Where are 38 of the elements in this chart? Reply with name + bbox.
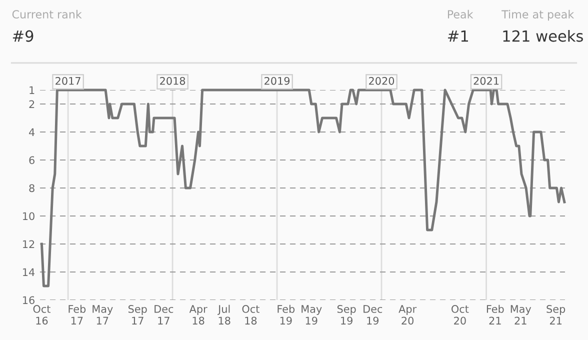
text: #9 xyxy=(12,30,34,42)
x-tick-label: Sep 17 xyxy=(128,305,147,324)
x-tick-label: May 17 xyxy=(92,305,113,324)
y-tick-label: 16 xyxy=(23,296,34,304)
x-tick-label: Dec 17 xyxy=(154,305,174,324)
x-tick-label: Apr 18 xyxy=(189,305,208,325)
x-tick-label: Feb 17 xyxy=(68,304,86,324)
y-tick-label: 12 xyxy=(23,240,34,248)
x-tick-label: May 19 xyxy=(302,305,322,325)
ref-line-label: 2019 xyxy=(264,76,290,85)
x-tick-label: Oct 16 xyxy=(33,305,50,325)
x-tick-label: Feb 19 xyxy=(278,304,295,325)
x-tick-label: Sep 19 xyxy=(337,305,356,325)
text: Peak xyxy=(448,10,474,19)
y-tick-label: 1 xyxy=(30,86,34,94)
y-tick-label: 6 xyxy=(29,156,34,164)
line-series xyxy=(40,88,566,288)
x-tick-label: May 21 xyxy=(510,305,532,324)
text: #1 xyxy=(448,30,468,42)
ref-line-label: 2021 xyxy=(474,76,499,85)
x-tick-label: Jul 18 xyxy=(218,304,230,325)
y-tick-label: 2 xyxy=(29,100,34,108)
x-tick-label: Apr 20 xyxy=(398,305,417,325)
text: Time at peak xyxy=(502,10,574,21)
y-tick-label: 10 xyxy=(23,212,34,220)
y-tick-label: 8 xyxy=(29,184,34,192)
ref-line-label: 2020 xyxy=(369,76,394,85)
x-tick-label: Oct 20 xyxy=(452,305,469,325)
y-tick-label: 4 xyxy=(29,128,35,136)
text: 121 weeks xyxy=(503,30,583,42)
x-tick-label: Sep 21 xyxy=(546,305,566,324)
ref-line-label: 2018 xyxy=(160,76,186,85)
ref-line-label: 2017 xyxy=(56,76,80,85)
y-tick-label: 14 xyxy=(23,268,35,276)
x-tick-label: Oct 18 xyxy=(242,305,260,325)
x-tick-label: Feb 21 xyxy=(486,304,504,324)
text: Current rank xyxy=(12,10,82,19)
x-tick-label: Dec 19 xyxy=(364,305,382,325)
